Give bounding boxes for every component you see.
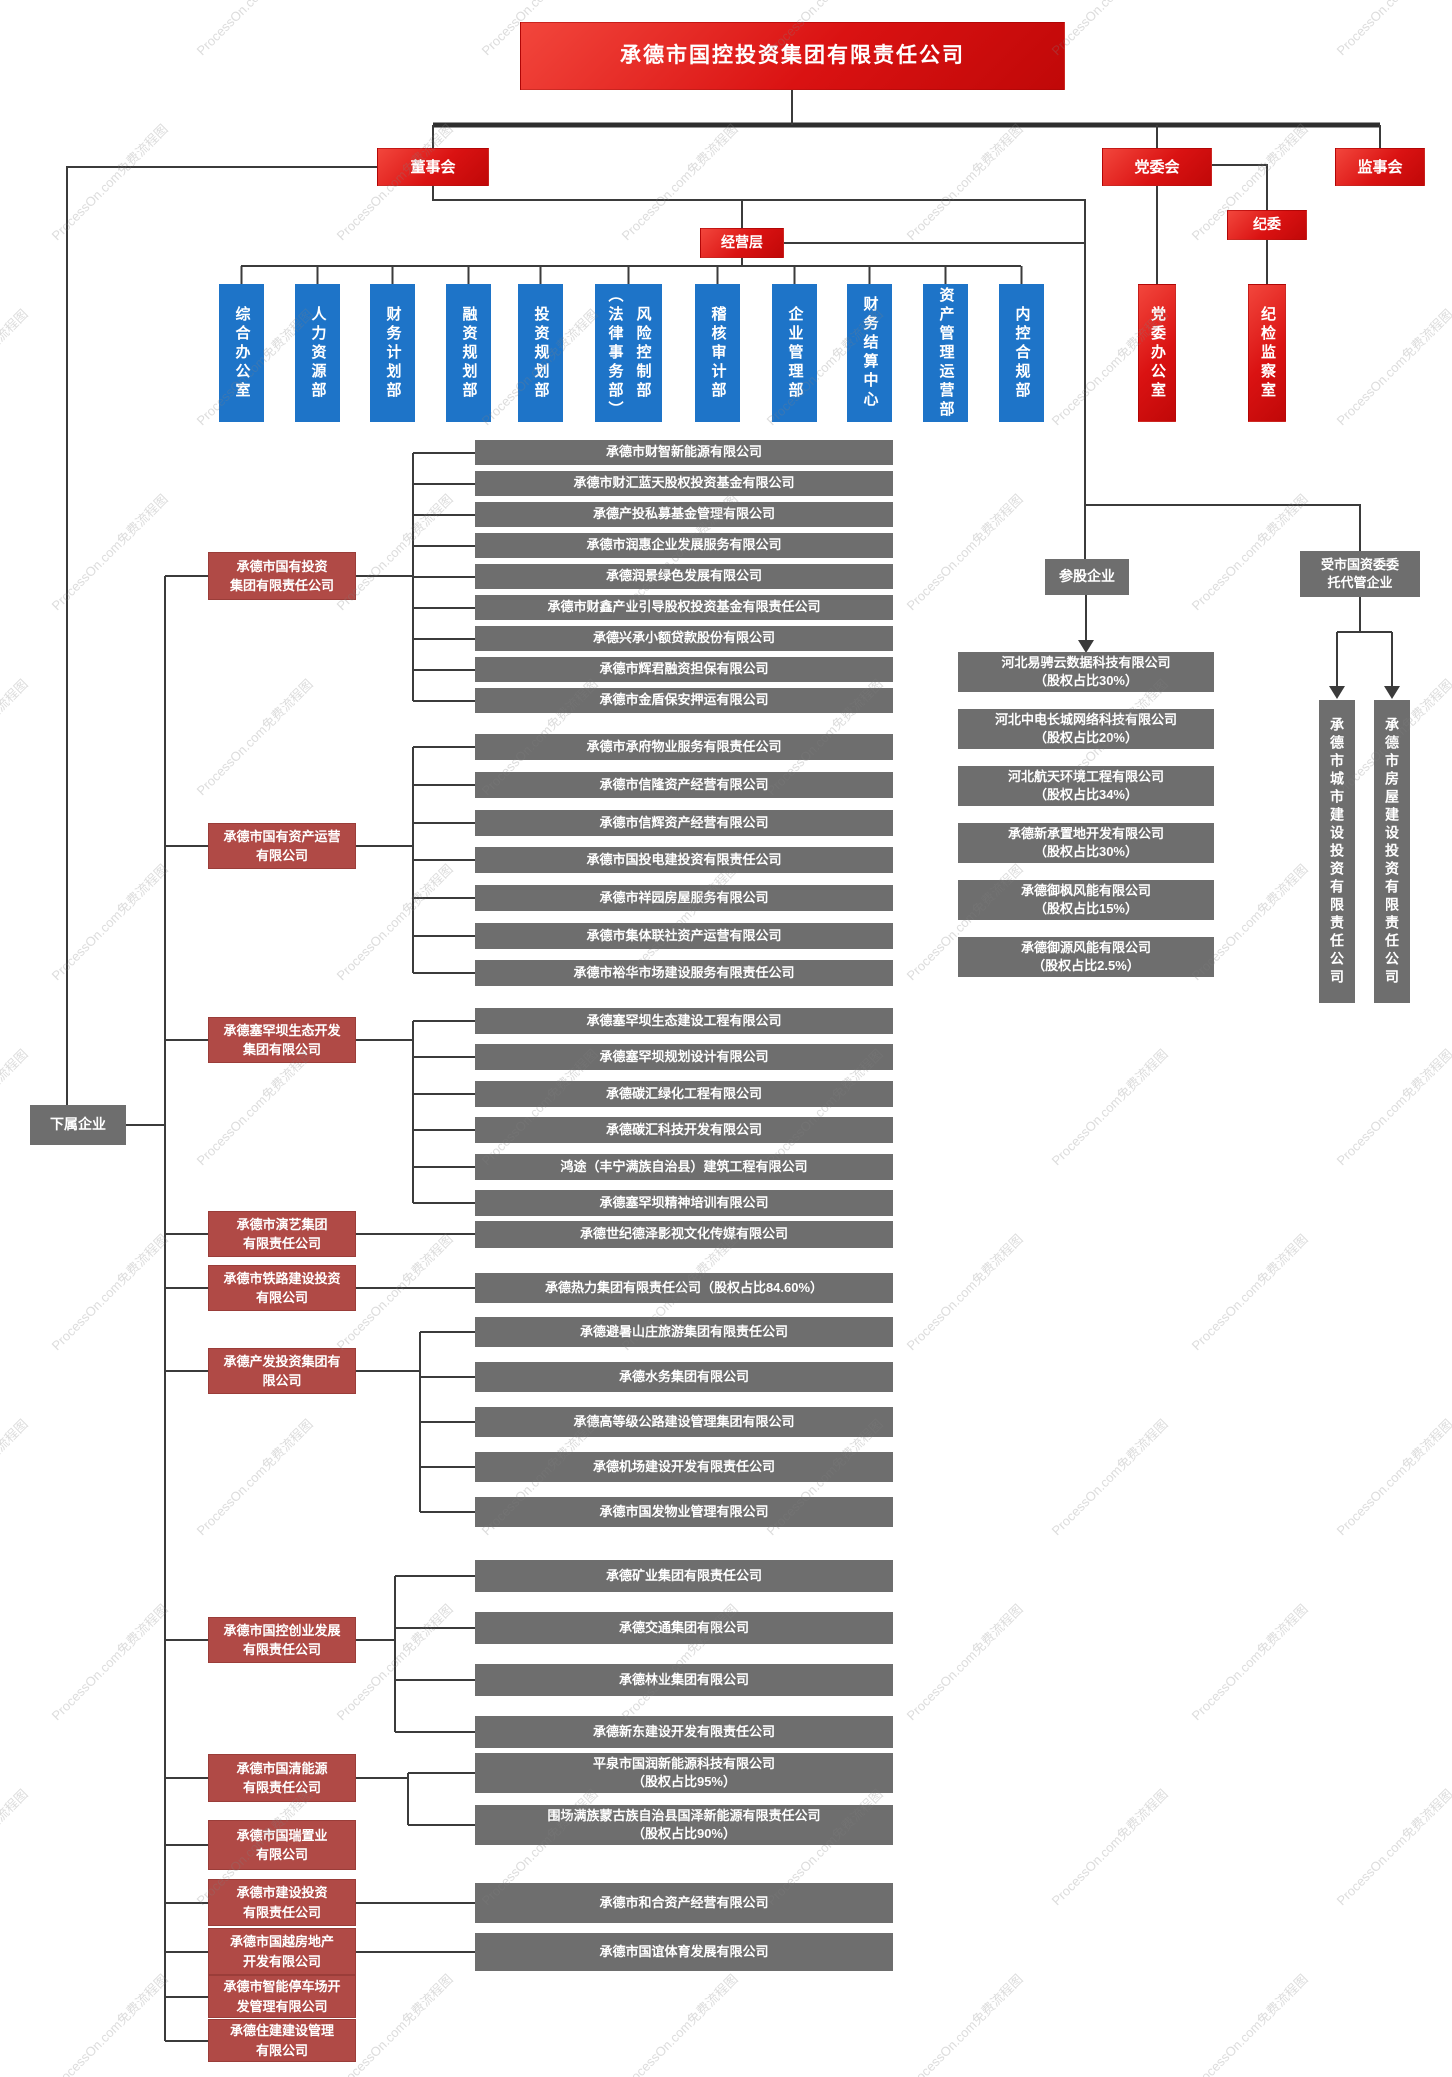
discipline-inspection-office-box: 纪检监察室 xyxy=(1248,284,1286,422)
subsidiary-6-child-0: 承德矿业集团有限责任公司 xyxy=(475,1560,893,1592)
department-6: 稽核审计部 xyxy=(695,284,740,422)
subsidiary-4: 承德市铁路建设投资 有限公司 xyxy=(208,1265,356,1311)
subsidiary-1-child-4: 承德市祥园房屋服务有限公司 xyxy=(475,885,893,911)
subsidiary-7-child-0: 平泉市国润新能源科技有限公司 （股权占比95%） xyxy=(475,1753,893,1793)
subsidiary-2-child-3: 承德碳汇科技开发有限公司 xyxy=(475,1117,893,1143)
affiliate-3: 承德新承置地开发有限公司 （股权占比30%） xyxy=(958,823,1214,863)
subsidiary-0: 承德市国有投资 集团有限责任公司 xyxy=(208,552,356,600)
subsidiary-5-child-4: 承德市国发物业管理有限公司 xyxy=(475,1497,893,1527)
subsidiary-6-child-3: 承德新东建设开发有限责任公司 xyxy=(475,1716,893,1748)
subsidiary-1-child-2: 承德市信辉资产经营有限公司 xyxy=(475,810,893,836)
affiliate-0: 河北易骋云数据科技有限公司 （股权占比30%） xyxy=(958,652,1214,692)
subsidiary-1-child-5: 承德市集体联社资产运营有限公司 xyxy=(475,923,893,949)
affiliates-label: 参股企业 xyxy=(1045,559,1129,595)
subsidiary-10-child-0: 承德市国谊体育发展有限公司 xyxy=(475,1933,893,1971)
entrusted-company-housing-construction: 承德市房屋建设投资有限责任公司 xyxy=(1374,700,1410,1003)
subsidiary-7: 承德市国清能源 有限责任公司 xyxy=(208,1754,356,1802)
discipline-committee-box: 纪委 xyxy=(1227,210,1307,240)
subsidiary-0-child-3: 承德市润惠企业发展服务有限公司 xyxy=(475,533,893,558)
subsidiary-5-child-3: 承德机场建设开发有限责任公司 xyxy=(475,1452,893,1482)
subsidiary-9: 承德市建设投资 有限责任公司 xyxy=(208,1879,356,1926)
department-0: 综合办公室 xyxy=(219,284,264,422)
subsidiary-12: 承德住建建设管理 有限公司 xyxy=(208,2019,356,2062)
party-office-box: 党委办公室 xyxy=(1138,284,1176,422)
department-2: 财务计划部 xyxy=(370,284,415,422)
subsidiary-1-child-1: 承德市信隆资产经营有限公司 xyxy=(475,772,893,798)
subsidiary-1: 承德市国有资产运营 有限公司 xyxy=(208,823,356,869)
department-5: 风险控制部 （法律事务部） xyxy=(595,284,662,422)
department-8: 财务结算中心 xyxy=(847,284,892,422)
subsidiary-0-child-0: 承德市财智新能源有限公司 xyxy=(475,440,893,465)
department-1: 人力资源部 xyxy=(295,284,340,422)
subsidiary-2-child-0: 承德塞罕坝生态建设工程有限公司 xyxy=(475,1008,893,1034)
affiliate-4: 承德御枫风能有限公司 （股权占比15%） xyxy=(958,880,1214,920)
subsidiary-6: 承德市国控创业发展 有限责任公司 xyxy=(208,1617,356,1663)
subsidiary-7-child-1: 围场满族蒙古族自治县国泽新能源有限责任公司 （股权占比90%） xyxy=(475,1805,893,1845)
department-4: 投资规划部 xyxy=(518,284,563,422)
subsidiary-10: 承德市国越房地产 开发有限公司 xyxy=(208,1928,356,1975)
affiliate-2: 河北航天环境工程有限公司 （股权占比34%） xyxy=(958,766,1214,806)
subsidiary-5-child-1: 承德水务集团有限公司 xyxy=(475,1362,893,1392)
subsidiary-9-child-0: 承德市和合资产经营有限公司 xyxy=(475,1883,893,1923)
subsidiary-2-child-5: 承德塞罕坝精神培训有限公司 xyxy=(475,1190,893,1216)
subsidiary-0-child-5: 承德市财鑫产业引导股权投资基金有限责任公司 xyxy=(475,595,893,620)
affiliate-1: 河北中电长城网络科技有限公司 （股权占比20%） xyxy=(958,709,1214,749)
department-7: 企业管理部 xyxy=(772,284,817,422)
subsidiary-2-child-2: 承德碳汇绿化工程有限公司 xyxy=(475,1081,893,1107)
board-of-directors-box: 董事会 xyxy=(377,148,489,186)
management-level-box: 经营层 xyxy=(700,228,784,258)
affiliate-5: 承德御源风能有限公司 （股权占比2.5%） xyxy=(958,937,1214,977)
root-company-box: 承德市国控投资集团有限责任公司 xyxy=(520,22,1065,90)
subsidiary-5-child-2: 承德高等级公路建设管理集团有限公司 xyxy=(475,1407,893,1437)
subsidiary-0-child-7: 承德市辉君融资担保有限公司 xyxy=(475,657,893,682)
subsidiary-6-child-2: 承德林业集团有限公司 xyxy=(475,1664,893,1696)
subsidiary-5: 承德产发投资集团有 限公司 xyxy=(208,1348,356,1394)
subordinate-enterprises-label: 下属企业 xyxy=(30,1105,126,1145)
subsidiary-0-child-4: 承德润景绿色发展有限公司 xyxy=(475,564,893,589)
subsidiary-2: 承德塞罕坝生态开发 集团有限公司 xyxy=(208,1017,356,1063)
subsidiary-0-child-1: 承德市财汇蓝天股权投资基金有限公司 xyxy=(475,471,893,496)
subsidiary-11: 承德市智能停车场开 发管理有限公司 xyxy=(208,1975,356,2018)
entrusted-company-city-construction: 承德市城市建设投资有限责任公司 xyxy=(1319,700,1355,1003)
subsidiary-1-child-6: 承德市裕华市场建设服务有限责任公司 xyxy=(475,960,893,986)
subsidiary-8: 承德市国瑞置业 有限公司 xyxy=(208,1820,356,1870)
entrusted-label: 受市国资委委 托代管企业 xyxy=(1300,551,1420,597)
subsidiary-0-child-2: 承德产投私募基金管理有限公司 xyxy=(475,502,893,527)
subsidiary-2-child-1: 承德塞罕坝规划设计有限公司 xyxy=(475,1044,893,1070)
subsidiary-1-child-0: 承德市承府物业服务有限责任公司 xyxy=(475,734,893,760)
department-10: 内控合规部 xyxy=(999,284,1044,422)
subsidiary-5-child-0: 承德避暑山庄旅游集团有限责任公司 xyxy=(475,1317,893,1347)
department-3: 融资规划部 xyxy=(446,284,491,422)
supervisory-board-box: 监事会 xyxy=(1335,148,1425,186)
department-9: 资产管理运营部 xyxy=(923,284,968,422)
subsidiary-6-child-1: 承德交通集团有限公司 xyxy=(475,1612,893,1644)
subsidiary-0-child-6: 承德兴承小额贷款股份有限公司 xyxy=(475,626,893,651)
subsidiary-4-child-0: 承德热力集团有限责任公司（股权占比84.60%） xyxy=(475,1273,893,1303)
subsidiary-3: 承德市演艺集团 有限责任公司 xyxy=(208,1211,356,1257)
subsidiary-2-child-4: 鸿途（丰宁满族自治县）建筑工程有限公司 xyxy=(475,1154,893,1180)
party-committee-box: 党委会 xyxy=(1102,148,1212,186)
subsidiary-1-child-3: 承德市国投电建投资有限责任公司 xyxy=(475,847,893,873)
subsidiary-3-child-0: 承德世纪德泽影视文化传媒有限公司 xyxy=(475,1221,893,1248)
subsidiary-0-child-8: 承德市金盾保安押运有限公司 xyxy=(475,688,893,713)
